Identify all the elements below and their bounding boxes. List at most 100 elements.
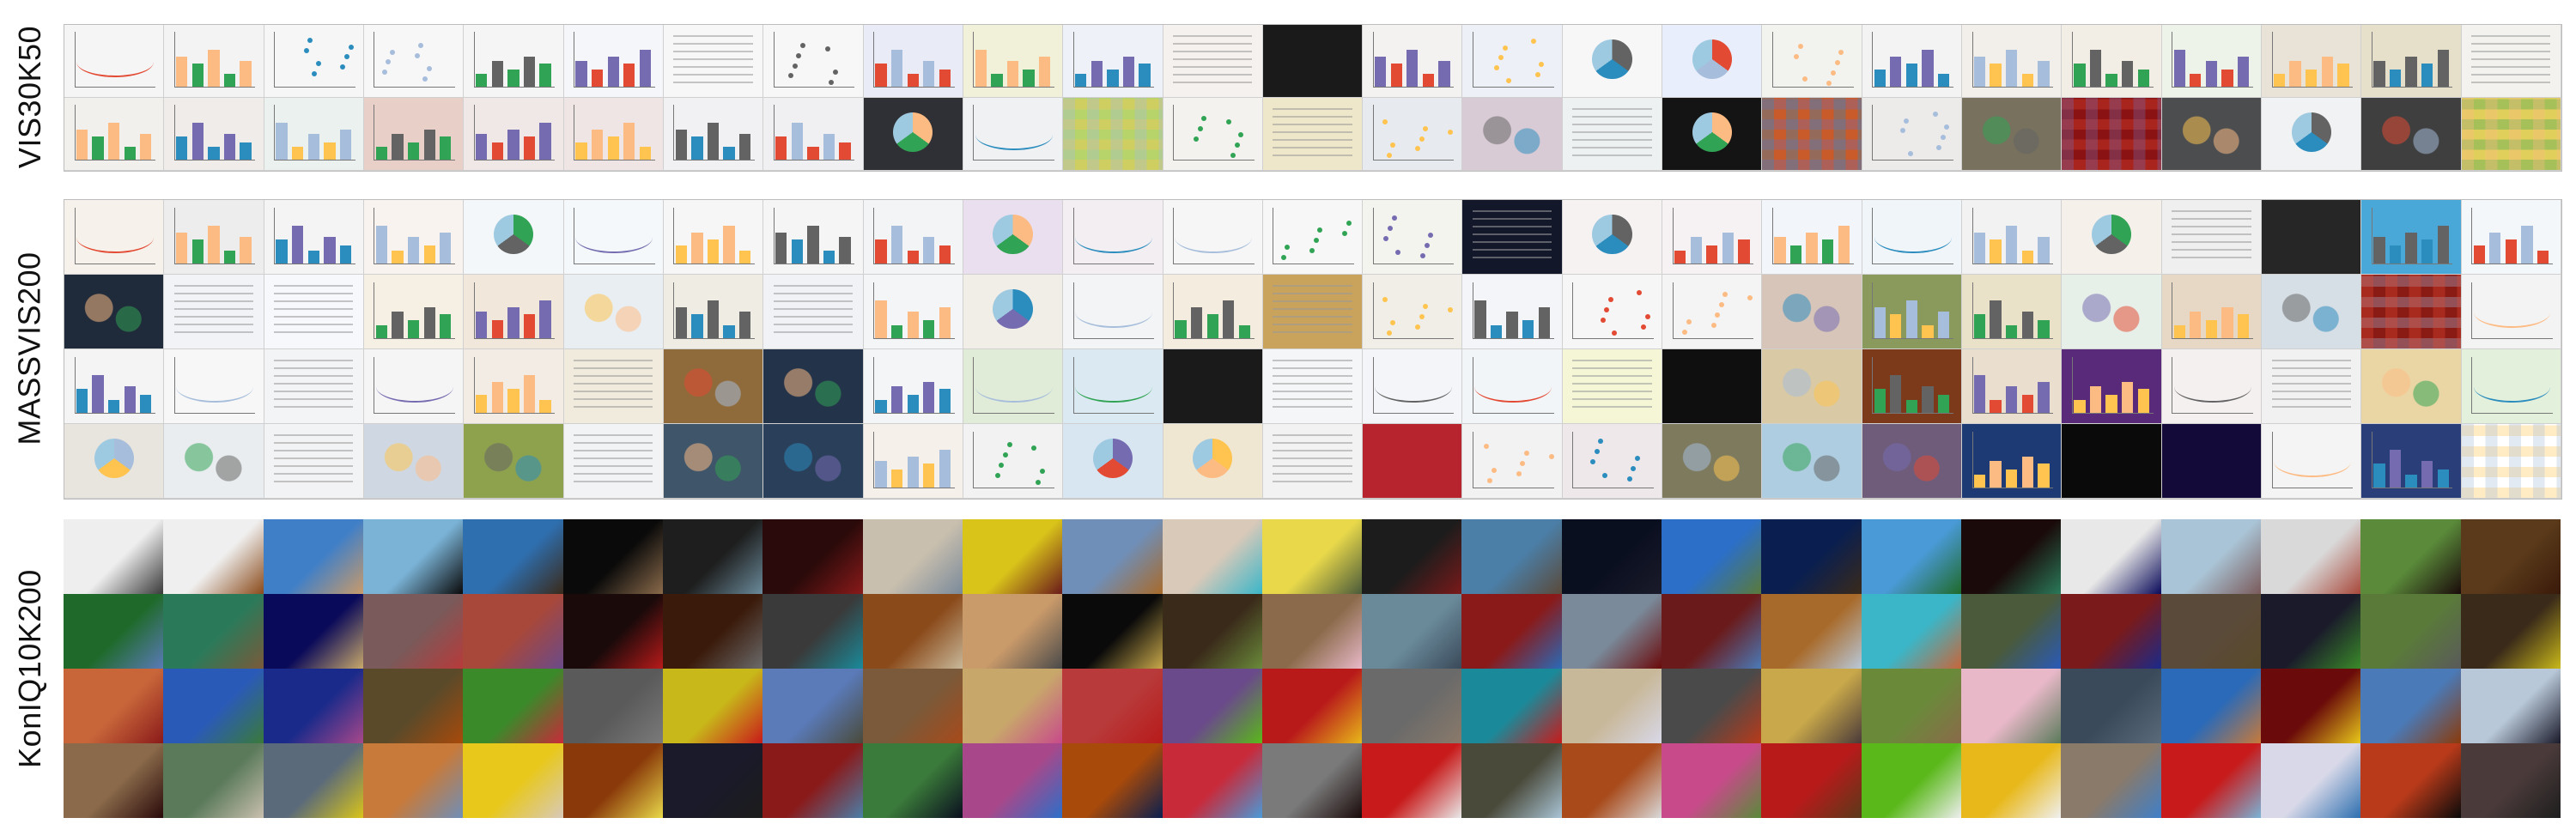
visualization-thumbnail — [763, 98, 864, 171]
visualization-thumbnail — [2461, 424, 2561, 499]
photo-thumbnail — [662, 594, 763, 669]
visualization-thumbnail — [1163, 275, 1263, 349]
section-label-text: KonIQ10K200 — [12, 569, 47, 768]
visualization-thumbnail — [663, 98, 764, 171]
photo-thumbnail — [762, 594, 863, 669]
visualization-thumbnail — [1363, 275, 1463, 349]
photo-thumbnail — [1561, 743, 1662, 818]
visualization-thumbnail — [763, 200, 864, 275]
photo-thumbnail — [2460, 594, 2561, 669]
visualization-thumbnail — [363, 349, 465, 424]
visualization-thumbnail — [1662, 349, 1763, 424]
photo-thumbnail — [2360, 519, 2461, 594]
visualization-thumbnail — [1063, 98, 1163, 171]
visualization-thumbnail — [464, 25, 564, 98]
photo-thumbnail — [2061, 519, 2161, 594]
visualization-thumbnail — [464, 200, 564, 275]
photo-thumbnail — [1162, 519, 1262, 594]
visualization-thumbnail — [1662, 25, 1763, 98]
visualization-thumbnail — [563, 349, 664, 424]
photo-thumbnail — [1961, 594, 2062, 669]
photo-thumbnail — [1961, 519, 2062, 594]
photo-thumbnail — [463, 519, 563, 594]
photo-thumbnail — [862, 519, 963, 594]
photo-thumbnail — [2460, 669, 2561, 743]
photo-thumbnail — [1961, 669, 2062, 743]
photo-thumbnail — [263, 743, 363, 818]
photo-thumbnail — [1062, 594, 1163, 669]
photo-thumbnail — [1261, 669, 1363, 743]
visualization-thumbnail — [2361, 98, 2462, 171]
visualization-thumbnail — [1063, 424, 1163, 499]
photo-thumbnail — [1662, 519, 1762, 594]
visualization-thumbnail — [563, 275, 664, 349]
visualization-thumbnail — [1662, 200, 1763, 275]
visualization-thumbnail — [1962, 349, 2063, 424]
section-label-text: VIS30K50 — [12, 25, 47, 169]
visualization-thumbnail — [2062, 200, 2162, 275]
visualization-thumbnail — [64, 349, 165, 424]
photo-thumbnail — [163, 743, 264, 818]
visualization-thumbnail — [264, 424, 364, 499]
visualization-thumbnail — [2161, 200, 2263, 275]
photo-thumbnail — [1362, 519, 1462, 594]
visualization-thumbnail — [464, 424, 564, 499]
photo-thumbnail — [1761, 743, 1862, 818]
photo-thumbnail — [362, 519, 464, 594]
visualization-thumbnail — [164, 98, 264, 171]
visualization-thumbnail — [1262, 200, 1364, 275]
photo-thumbnail — [1461, 519, 1562, 594]
visualization-thumbnail — [1662, 275, 1763, 349]
visualization-thumbnail — [1262, 98, 1364, 171]
visualization-thumbnail — [363, 200, 465, 275]
visualization-thumbnail — [2461, 275, 2561, 349]
visualization-thumbnail — [1962, 275, 2063, 349]
photo-thumbnail — [2061, 594, 2161, 669]
photo-thumbnail — [962, 519, 1063, 594]
photo-thumbnail — [2261, 519, 2361, 594]
visualization-thumbnail — [1363, 424, 1463, 499]
visualization-thumbnail — [64, 200, 165, 275]
photo-thumbnail — [762, 669, 863, 743]
visualization-thumbnail — [2461, 349, 2561, 424]
visualization-thumbnail — [264, 25, 364, 98]
photo-thumbnail — [64, 743, 164, 818]
visualization-thumbnail — [863, 200, 963, 275]
visualization-thumbnail — [763, 424, 864, 499]
photo-thumbnail — [962, 743, 1063, 818]
section-label-text: MASSVIS200 — [12, 251, 47, 445]
visualization-thumbnail — [1562, 200, 1663, 275]
thumbnail-grid-vis30k50 — [64, 24, 2562, 172]
visualization-thumbnail — [2361, 275, 2462, 349]
visualization-thumbnail — [1562, 275, 1663, 349]
visualization-thumbnail — [1562, 424, 1663, 499]
visualization-thumbnail — [164, 25, 264, 98]
photo-thumbnail — [1162, 669, 1262, 743]
visualization-thumbnail — [563, 200, 664, 275]
visualization-thumbnail — [1562, 349, 1663, 424]
visualization-thumbnail — [2361, 25, 2462, 98]
visualization-thumbnail — [363, 25, 465, 98]
visualization-thumbnail — [1862, 349, 1963, 424]
visualization-thumbnail — [1862, 424, 1963, 499]
visualization-thumbnail — [1862, 275, 1963, 349]
visualization-thumbnail — [2161, 98, 2263, 171]
photo-thumbnail — [1961, 743, 2062, 818]
visualization-thumbnail — [64, 424, 165, 499]
visualization-thumbnail — [1862, 98, 1963, 171]
visualization-thumbnail — [1462, 275, 1563, 349]
photo-thumbnail — [1561, 519, 1662, 594]
visualization-thumbnail — [1862, 200, 1963, 275]
photo-thumbnail — [1662, 594, 1762, 669]
visualization-thumbnail — [663, 275, 764, 349]
visualization-thumbnail — [1462, 349, 1563, 424]
photo-thumbnail — [2360, 594, 2461, 669]
photo-thumbnail — [1461, 669, 1562, 743]
visualization-thumbnail — [763, 349, 864, 424]
visualization-thumbnail — [2262, 275, 2362, 349]
visualization-thumbnail — [1363, 25, 1463, 98]
visualization-thumbnail — [363, 424, 465, 499]
visualization-thumbnail — [563, 98, 664, 171]
photo-thumbnail — [2360, 743, 2461, 818]
photo-thumbnail — [2061, 743, 2161, 818]
